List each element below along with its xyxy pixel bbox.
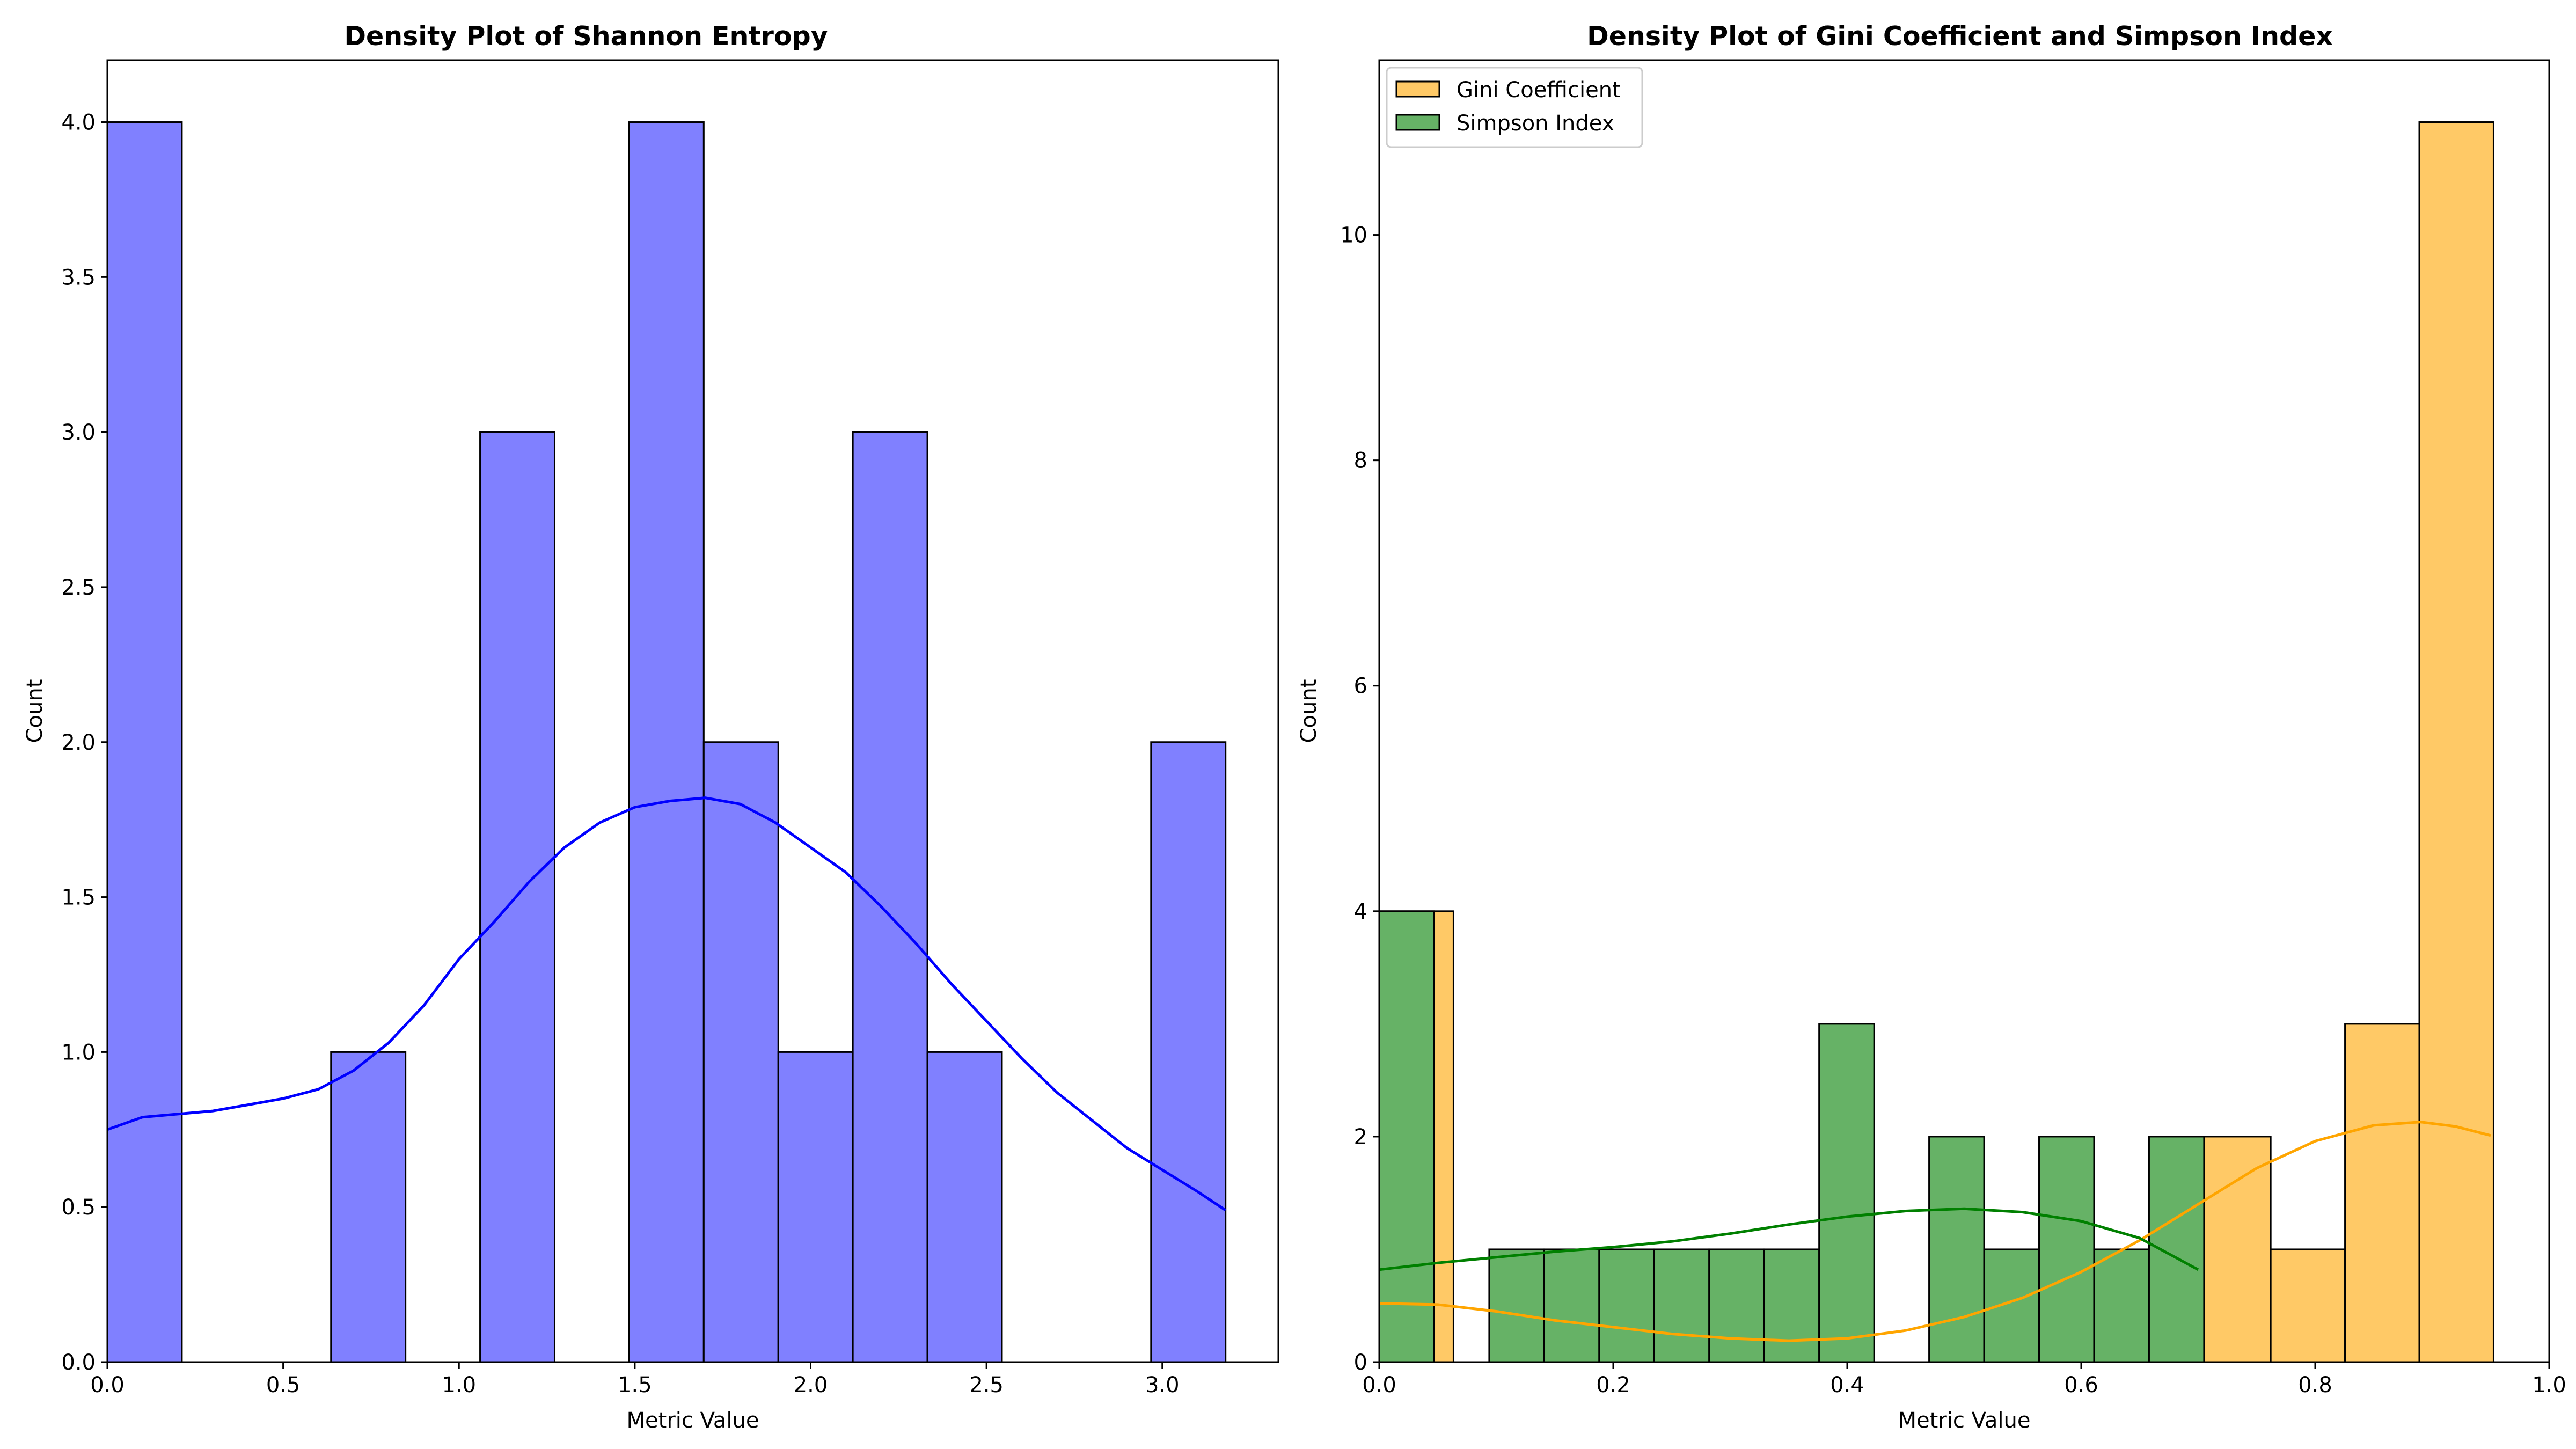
y-axis-label: Count bbox=[1297, 679, 1321, 743]
bar-simpson-6 bbox=[1763, 1248, 1820, 1363]
legend-label-gini: Gini Coefficient bbox=[1457, 78, 1621, 103]
bar-shannon-4 bbox=[702, 741, 779, 1363]
kde-curves bbox=[1379, 1121, 2491, 1342]
bar-gini-3 bbox=[2344, 1023, 2420, 1363]
y-axis-ticks: 0.0 0.5 1.0 1.5 2.0 2.5 3.0 3.5 4.0 bbox=[61, 111, 107, 1375]
bar-simpson-11 bbox=[2093, 1248, 2150, 1363]
x-tick-label: 0.5 bbox=[266, 1373, 301, 1397]
plot-frame bbox=[106, 59, 1279, 1363]
bar-simpson-8 bbox=[1928, 1136, 1985, 1363]
kde-line-shannon bbox=[107, 796, 1227, 1212]
bar-simpson-7 bbox=[1818, 1023, 1875, 1363]
gini-simpson-panel: Density Plot of Gini Coefficient and Sim… bbox=[1297, 21, 2566, 1433]
y-tick-label: 2 bbox=[1354, 1125, 1367, 1150]
legend-box bbox=[1386, 67, 1643, 148]
bar-shannon-3 bbox=[628, 121, 705, 1363]
shannon-entropy-panel: Density Plot of Shannon Entropy 0.0 0.5 1.… bbox=[23, 21, 1279, 1433]
bar-simpson-3 bbox=[1598, 1248, 1655, 1363]
y-tick-label: 6 bbox=[1354, 674, 1367, 699]
bar-shannon-8 bbox=[1150, 741, 1227, 1363]
x-tick-label: 2.0 bbox=[794, 1373, 828, 1397]
y-axis-ticks: 0 2 4 6 8 10 bbox=[1340, 223, 1379, 1375]
x-tick-label: 0.0 bbox=[1362, 1373, 1396, 1397]
y-tick-label: 0.5 bbox=[61, 1195, 96, 1220]
chart-title: Density Plot of Gini Coefficient and Sim… bbox=[1587, 21, 2333, 52]
y-tick-label: 1.5 bbox=[61, 885, 96, 910]
bar-simpson-5 bbox=[1708, 1248, 1765, 1363]
x-tick-label: 0.4 bbox=[1830, 1373, 1864, 1397]
bar-shannon-5 bbox=[777, 1051, 854, 1363]
plot-frame bbox=[1378, 59, 2550, 1363]
y-axis-label: Count bbox=[23, 679, 47, 743]
bar-shannon-0 bbox=[106, 121, 183, 1363]
y-tick-label: 0 bbox=[1354, 1350, 1367, 1375]
y-tick-label: 2.5 bbox=[61, 575, 96, 600]
bar-simpson-4 bbox=[1653, 1248, 1710, 1363]
x-tick-label: 1.0 bbox=[442, 1373, 476, 1397]
bar-simpson-2 bbox=[1543, 1248, 1600, 1363]
x-tick-label: 0.0 bbox=[90, 1373, 125, 1397]
y-tick-label: 2.0 bbox=[61, 730, 96, 755]
y-tick-label: 3.0 bbox=[61, 420, 96, 445]
x-tick-label: 3.0 bbox=[1145, 1373, 1180, 1397]
bar-shannon-1 bbox=[330, 1051, 407, 1363]
y-tick-label: 0.0 bbox=[61, 1350, 96, 1375]
y-tick-label: 4 bbox=[1354, 899, 1367, 924]
kde-line-simpson bbox=[1379, 1207, 2199, 1271]
y-tick-label: 10 bbox=[1340, 223, 1367, 248]
x-tick-label: 1.5 bbox=[618, 1373, 652, 1397]
bar-simpson-0 bbox=[1378, 910, 1435, 1363]
x-axis-ticks: 0.0 0.2 0.4 0.6 0.8 1.0 bbox=[1362, 1362, 2566, 1397]
y-tick-label: 4.0 bbox=[61, 111, 96, 135]
y-tick-label: 1.0 bbox=[61, 1040, 96, 1065]
bar-gini-4 bbox=[2418, 121, 2494, 1363]
x-axis-ticks: 0.0 0.5 1.0 1.5 2.0 2.5 3.0 bbox=[90, 1362, 1180, 1397]
bar-gini-1 bbox=[2196, 1136, 2272, 1363]
legend-label-simpson: Simpson Index bbox=[1457, 111, 1614, 136]
histogram-bars bbox=[106, 121, 1227, 1363]
bar-simpson-10 bbox=[2038, 1136, 2095, 1363]
bar-simpson-1 bbox=[1488, 1248, 1545, 1363]
x-tick-label: 0.6 bbox=[2064, 1373, 2098, 1397]
x-tick-label: 0.8 bbox=[2298, 1373, 2332, 1397]
legend: Gini Coefficient Simpson Index bbox=[1386, 67, 1643, 148]
y-tick-label: 8 bbox=[1354, 449, 1367, 473]
x-axis-label: Metric Value bbox=[1898, 1408, 2031, 1433]
y-tick-label: 3.5 bbox=[61, 265, 96, 290]
bar-shannon-7 bbox=[926, 1051, 1003, 1363]
x-axis-label: Metric Value bbox=[627, 1408, 759, 1433]
bar-simpson-12 bbox=[2148, 1136, 2205, 1363]
bar-shannon-6 bbox=[852, 431, 928, 1363]
x-tick-label: 1.0 bbox=[2532, 1373, 2566, 1397]
x-tick-label: 2.5 bbox=[969, 1373, 1004, 1397]
bar-gini-2 bbox=[2270, 1248, 2346, 1363]
kde-curves bbox=[107, 796, 1227, 1212]
chart-title: Density Plot of Shannon Entropy bbox=[344, 21, 828, 52]
legend-swatch-simpson bbox=[1395, 114, 1440, 131]
legend-swatch-gini bbox=[1395, 80, 1440, 98]
bar-simpson-9 bbox=[1983, 1248, 2040, 1363]
histogram-bars bbox=[1378, 121, 2494, 1363]
x-tick-label: 0.2 bbox=[1596, 1373, 1630, 1397]
kde-line-gini bbox=[1379, 1121, 2491, 1342]
